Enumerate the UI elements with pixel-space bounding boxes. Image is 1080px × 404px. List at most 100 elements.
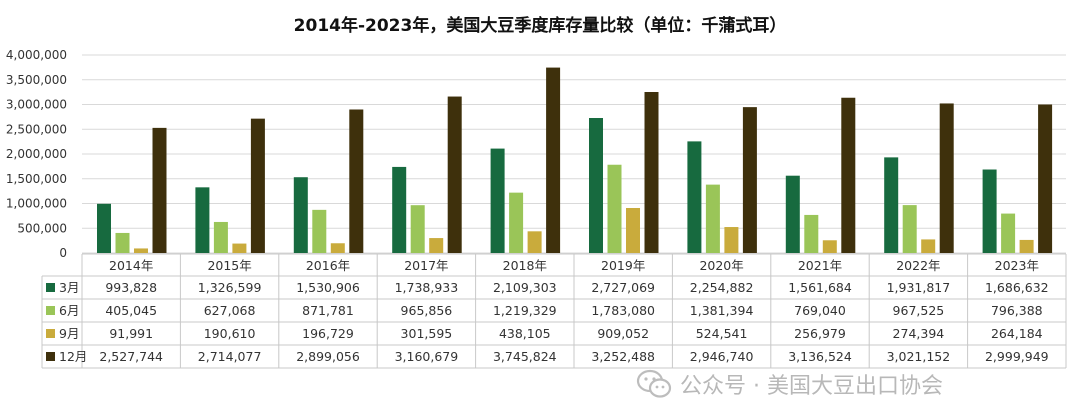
bar-6月-2020年 xyxy=(705,184,720,253)
data-label: 524,541 xyxy=(696,326,748,341)
data-label: 264,184 xyxy=(991,326,1043,341)
bar-12月-2016年 xyxy=(349,109,364,253)
data-label: 2,254,882 xyxy=(690,280,754,295)
bar-12月-2015年 xyxy=(250,118,265,253)
y-tick-label: 500,000 xyxy=(17,221,67,235)
data-label: 3,021,152 xyxy=(887,349,951,364)
data-label: 274,394 xyxy=(893,326,945,341)
bar-9月-2015年 xyxy=(232,243,247,253)
bar-12月-2020年 xyxy=(742,107,757,253)
data-label: 196,729 xyxy=(302,326,354,341)
bar-6月-2015年 xyxy=(213,221,228,253)
data-label: 405,045 xyxy=(105,303,157,318)
legend-label: 3月 xyxy=(59,280,79,295)
bar-6月-2023年 xyxy=(1001,213,1016,253)
bar-3月-2018年 xyxy=(490,148,505,253)
x-tick-label: 2020年 xyxy=(699,258,743,273)
data-label: 2,727,069 xyxy=(591,280,655,295)
bar-3月-2021年 xyxy=(785,175,800,253)
data-label: 1,686,632 xyxy=(985,280,1049,295)
bar-9月-2018年 xyxy=(527,231,542,253)
data-label: 190,610 xyxy=(204,326,256,341)
bar-9月-2014年 xyxy=(134,248,148,253)
data-label: 1,738,933 xyxy=(395,280,459,295)
bar-9月-2019年 xyxy=(626,208,640,253)
bar-12月-2021年 xyxy=(841,97,856,253)
x-tick-label: 2015年 xyxy=(207,258,251,273)
bar-9月-2021年 xyxy=(822,240,837,253)
data-label: 2,109,303 xyxy=(493,280,557,295)
y-tick-label: 1,000,000 xyxy=(6,197,67,211)
legend-label: 12月 xyxy=(59,349,87,364)
bar-12月-2018年 xyxy=(546,67,561,253)
data-label: 1,381,394 xyxy=(690,303,754,318)
data-label: 1,931,817 xyxy=(887,280,951,295)
data-label: 627,068 xyxy=(204,303,256,318)
bar-3月-2017年 xyxy=(392,166,407,253)
y-tick-label: 2,500,000 xyxy=(6,122,67,136)
x-tick-label: 2019年 xyxy=(601,258,645,273)
bar-12月-2017年 xyxy=(447,96,462,253)
data-label: 967,525 xyxy=(893,303,945,318)
data-label: 256,979 xyxy=(794,326,846,341)
wechat-icon xyxy=(636,369,672,398)
x-tick-label: 2018年 xyxy=(503,258,547,273)
bar-9月-2023年 xyxy=(1019,239,1034,253)
bar-9月-2017年 xyxy=(429,238,444,253)
x-tick-label: 2014年 xyxy=(109,258,153,273)
y-tick-label: 0 xyxy=(59,246,67,260)
data-label: 909,052 xyxy=(597,326,649,341)
data-label: 965,856 xyxy=(401,303,453,318)
data-label: 796,388 xyxy=(991,303,1043,318)
legend-label: 6月 xyxy=(59,303,79,318)
bar-12月-2022年 xyxy=(939,103,954,253)
data-label: 1,219,329 xyxy=(493,303,557,318)
x-tick-label: 2016年 xyxy=(306,258,350,273)
bar-6月-2016年 xyxy=(312,209,327,253)
data-label: 769,040 xyxy=(794,303,846,318)
bar-3月-2016年 xyxy=(293,177,308,253)
y-tick-label: 1,500,000 xyxy=(6,172,67,186)
data-label: 3,160,679 xyxy=(395,349,459,364)
data-label: 2,946,740 xyxy=(690,349,754,364)
data-label: 2,899,056 xyxy=(296,349,360,364)
y-tick-label: 2,000,000 xyxy=(6,147,67,161)
data-label: 871,781 xyxy=(302,303,354,318)
data-label: 3,136,524 xyxy=(788,349,852,364)
x-tick-label: 2023年 xyxy=(995,258,1039,273)
bar-9月-2022年 xyxy=(921,239,936,253)
legend-swatch xyxy=(46,352,55,361)
bar-9月-2020年 xyxy=(724,227,739,253)
legend-swatch xyxy=(46,283,55,292)
data-label: 1,530,906 xyxy=(296,280,360,295)
bar-12月-2019年 xyxy=(644,92,659,253)
y-tick-label: 3,500,000 xyxy=(6,73,67,87)
bar-3月-2019年 xyxy=(589,118,603,253)
bar-3月-2015年 xyxy=(195,187,210,253)
data-label: 3,252,488 xyxy=(591,349,655,364)
x-tick-label: 2017年 xyxy=(404,258,448,273)
legend-swatch xyxy=(46,329,55,338)
bar-6月-2014年 xyxy=(115,232,130,253)
chart-title: 2014年-2023年，美国大豆季度库存量比较（单位：千蒲式耳） xyxy=(294,15,787,36)
bar-3月-2014年 xyxy=(97,203,111,253)
legend-swatch xyxy=(46,306,55,315)
data-label: 91,991 xyxy=(109,326,153,341)
bar-12月-2023年 xyxy=(1038,104,1053,253)
watermark: 公众号 · 美国大豆出口协会 xyxy=(636,368,943,400)
bar-9月-2016年 xyxy=(330,243,345,253)
x-tick-label: 2022年 xyxy=(896,258,940,273)
data-label: 1,561,684 xyxy=(788,280,852,295)
bar-12月-2014年 xyxy=(152,127,167,253)
bar-6月-2017年 xyxy=(410,205,425,253)
data-label: 438,105 xyxy=(499,326,551,341)
bar-6月-2019年 xyxy=(607,164,622,253)
bar-6月-2018年 xyxy=(509,192,524,253)
bar-3月-2022年 xyxy=(884,157,899,253)
data-label: 993,828 xyxy=(105,280,157,295)
y-tick-label: 4,000,000 xyxy=(6,48,67,62)
data-label: 1,783,080 xyxy=(591,303,655,318)
legend-label: 9月 xyxy=(59,326,79,341)
data-label: 301,595 xyxy=(401,326,453,341)
y-tick-label: 3,000,000 xyxy=(6,98,67,112)
